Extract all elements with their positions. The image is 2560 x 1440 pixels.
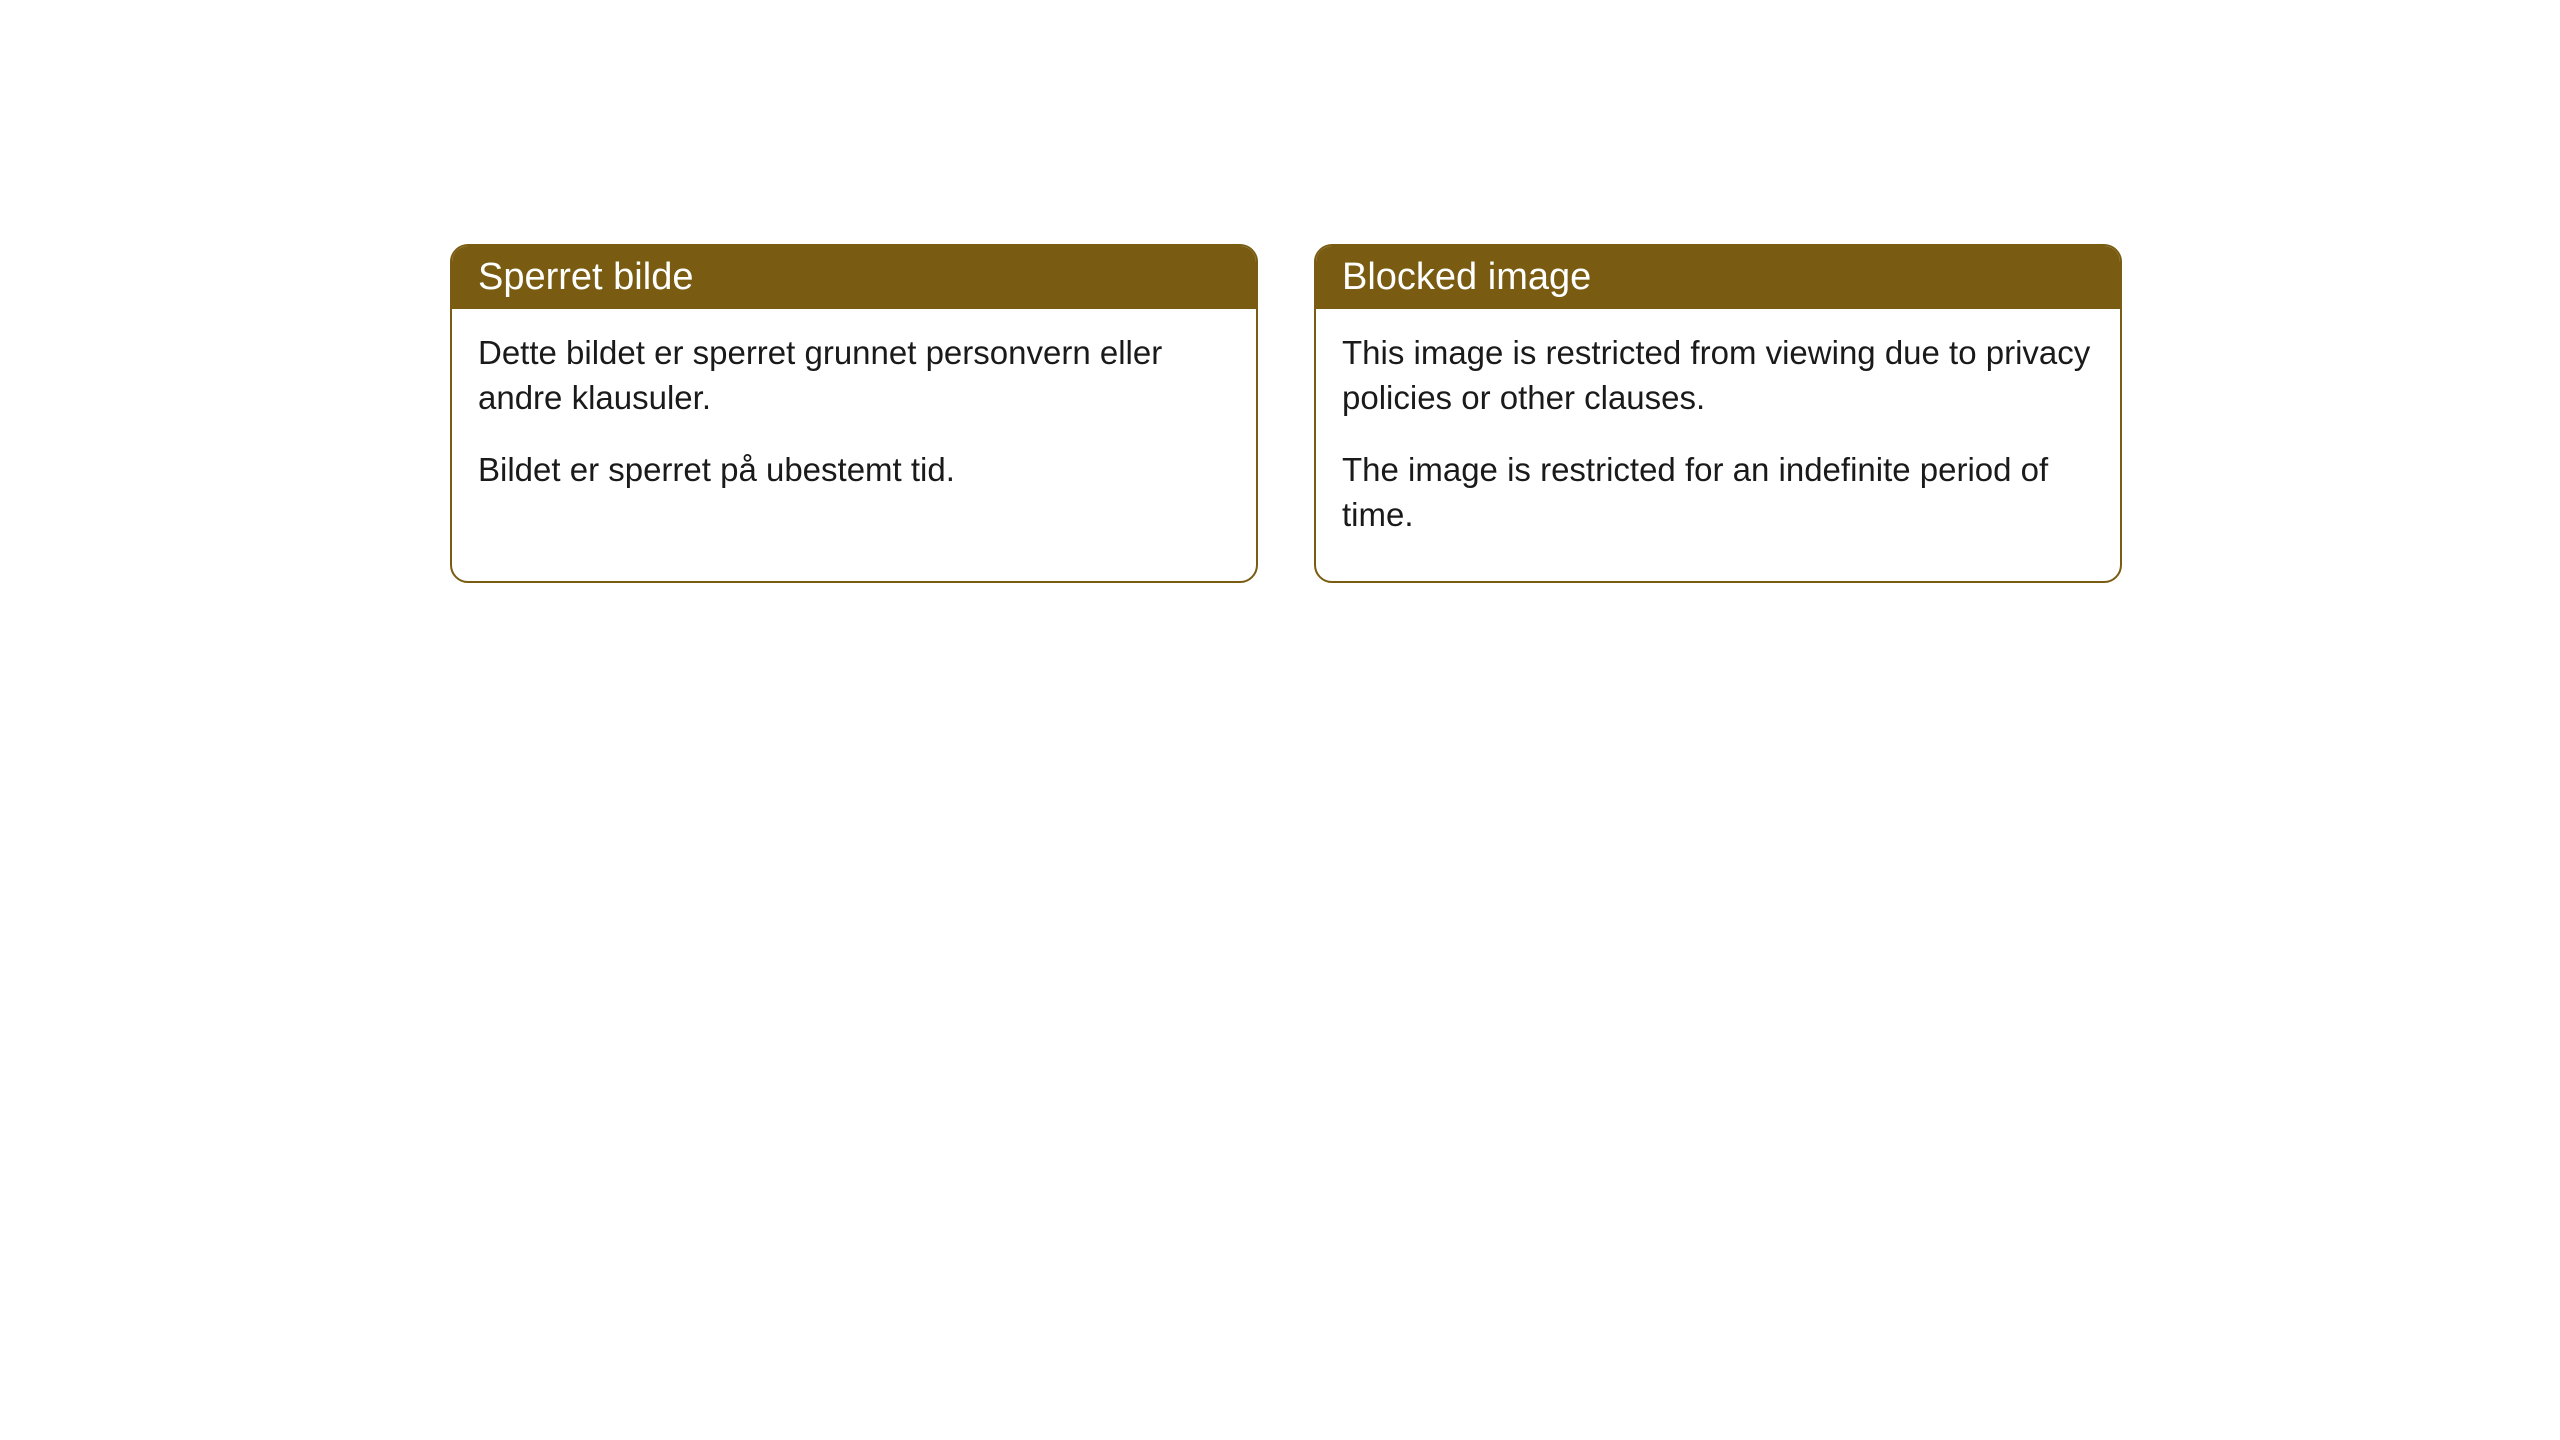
card-body-english: This image is restricted from viewing du… bbox=[1316, 309, 2120, 581]
notice-container: Sperret bilde Dette bildet er sperret gr… bbox=[450, 244, 2122, 583]
blocked-image-card-norwegian: Sperret bilde Dette bildet er sperret gr… bbox=[450, 244, 1258, 583]
card-header-norwegian: Sperret bilde bbox=[452, 246, 1256, 309]
card-header-english: Blocked image bbox=[1316, 246, 2120, 309]
card-text-line2: The image is restricted for an indefinit… bbox=[1342, 448, 2094, 537]
card-title: Sperret bilde bbox=[478, 256, 693, 298]
card-title: Blocked image bbox=[1342, 256, 1591, 298]
card-body-norwegian: Dette bildet er sperret grunnet personve… bbox=[452, 309, 1256, 537]
blocked-image-card-english: Blocked image This image is restricted f… bbox=[1314, 244, 2122, 583]
card-text-line1: Dette bildet er sperret grunnet personve… bbox=[478, 331, 1230, 420]
card-text-line2: Bildet er sperret på ubestemt tid. bbox=[478, 448, 1230, 493]
card-text-line1: This image is restricted from viewing du… bbox=[1342, 331, 2094, 420]
